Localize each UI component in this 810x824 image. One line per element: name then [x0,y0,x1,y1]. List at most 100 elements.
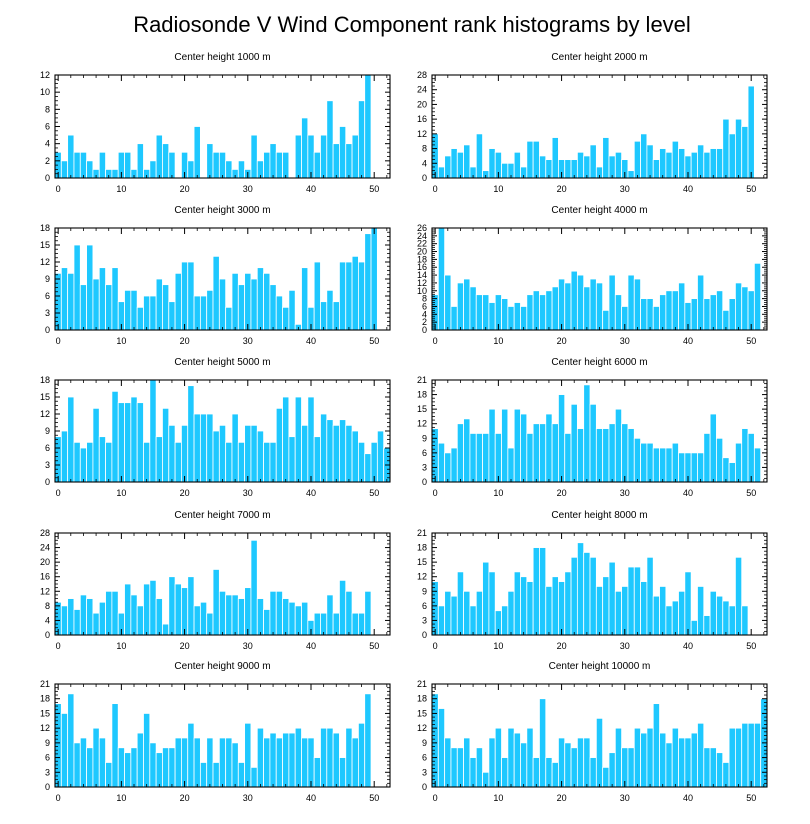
histogram-bar [326,727,334,788]
histogram-bar [275,151,283,179]
histogram-bar [703,433,711,483]
histogram-bar [313,436,321,483]
histogram-bar [526,581,534,636]
histogram-bar [79,284,88,331]
histogram-bar [488,408,496,483]
histogram-bar [67,272,75,331]
histogram-bar [181,737,189,788]
histogram-bar [339,579,347,636]
histogram-bar [570,747,578,788]
histogram-bar [437,166,446,179]
histogram-bar [187,385,195,483]
histogram-bar [709,294,717,331]
histogram-bar [551,137,559,179]
histogram-bar [589,278,597,331]
x-tick-label: 40 [306,488,316,498]
histogram-bar [501,408,509,483]
histogram-bar [149,160,157,179]
y-tick-label: 15 [40,240,50,250]
histogram-bar [716,752,724,788]
histogram-bar [652,595,660,636]
histogram-bar [162,407,170,483]
histogram-bar [633,566,641,636]
histogram-bar [332,301,340,331]
histogram-bar [703,151,711,179]
histogram-bar [488,737,496,788]
histogram-bar [576,151,585,179]
histogram-bar [665,151,673,179]
histogram-bar [716,437,724,483]
histogram-bar [130,747,138,788]
histogram-bar [225,160,233,179]
y-tick-label: 3 [422,615,427,625]
histogram-bar [250,278,258,331]
histogram-bar [614,408,623,483]
histogram-bar [136,143,144,179]
y-tick-label: 3 [45,308,50,318]
x-tick-label: 50 [746,488,756,498]
histogram-bar [237,160,246,179]
histogram-bar [640,442,648,483]
y-tick-label: 12 [40,586,50,596]
histogram-bar [444,452,452,483]
histogram-bar [60,160,69,179]
histogram-bar [564,742,572,788]
histogram-bar [269,143,277,179]
histogram-bar [520,413,528,483]
histogram-bar [86,747,94,788]
histogram-bar [326,594,334,636]
histogram-bar [482,433,490,483]
histogram-bar [608,423,616,483]
histogram-bar [697,144,705,179]
histogram-bar [716,595,724,636]
histogram-bar [722,457,730,483]
histogram-bar [583,552,591,636]
panel-title: Center height 1000 m [174,52,270,63]
histogram-bar [124,289,132,331]
y-tick-label: 9 [45,426,50,436]
histogram-bar [659,732,667,788]
histogram-bar [187,160,195,179]
x-tick-label: 10 [493,336,503,346]
x-tick-label: 10 [116,641,126,651]
histogram-bar [602,309,610,331]
histogram-bar [282,151,290,179]
histogram-bar [576,274,585,331]
histogram-bar [263,441,271,483]
histogram-bar [621,586,629,636]
histogram-bar [117,402,125,483]
x-tick-label: 50 [746,184,756,194]
histogram-bar [608,752,616,788]
y-tick-label: 8 [45,104,50,114]
histogram-bar [475,433,483,483]
histogram-bar [728,605,736,636]
histogram-bar [67,134,75,179]
histogram-bar [282,306,290,331]
histogram-bar [709,148,717,179]
x-tick-label: 0 [56,336,61,346]
histogram-bar [143,295,151,331]
histogram-bar [564,433,572,483]
histogram-bar [545,757,553,788]
histogram-bar [539,547,547,636]
x-tick-label: 10 [493,793,503,803]
x-tick-label: 10 [116,488,126,498]
histogram-bar [275,590,283,636]
histogram-bar [193,737,201,788]
y-tick-label: 21 [417,679,427,689]
histogram-bar [697,274,705,331]
histogram-bar [345,590,353,636]
histogram-bar [275,295,283,331]
histogram-bar [187,261,195,331]
histogram-bar [111,267,119,331]
histogram-bar [364,590,372,636]
y-tick-label: 21 [40,679,50,689]
y-tick-label: 18 [40,223,50,233]
histogram-bar [130,396,138,483]
histogram-bar [558,278,566,331]
histogram-bar [168,424,176,483]
histogram-bar [79,447,88,483]
histogram-bar [684,737,692,788]
y-tick-label: 18 [417,254,427,264]
histogram-bar [640,581,648,636]
